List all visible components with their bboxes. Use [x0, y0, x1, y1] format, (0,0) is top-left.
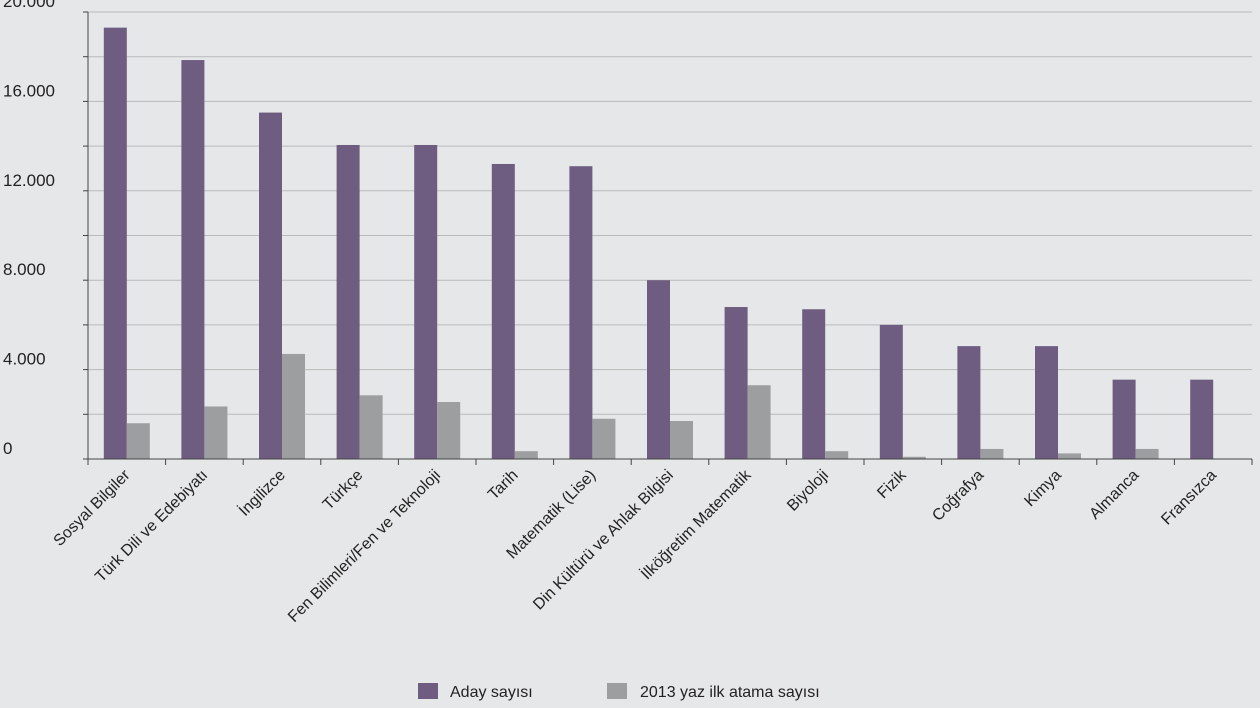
legend: Aday sayısı 2013 yaz ilk atama sayısı	[418, 683, 820, 701]
bar-atama-3	[359, 395, 383, 459]
y-tick-label: 20.000	[3, 0, 55, 11]
bar-atama-0	[126, 423, 150, 459]
bar-atama-10	[902, 456, 926, 459]
y-tick-label: 4.000	[3, 350, 46, 369]
bar-atama-6	[592, 418, 616, 459]
bar-atama-1	[204, 406, 228, 459]
bar-aday-9	[802, 309, 826, 459]
bar-atama-8	[747, 385, 771, 459]
bar-atama-5	[514, 451, 538, 459]
bar-aday-0	[103, 27, 127, 460]
bar-aday-11	[957, 346, 981, 459]
x-tick-label: Tarih	[485, 467, 522, 504]
y-tick-label: 16.000	[3, 81, 55, 100]
x-tick-label: Türkçe	[320, 467, 367, 514]
bar-aday-10	[879, 324, 903, 459]
x-tick-label: İngilizce	[235, 465, 289, 519]
bar-atama-13	[1135, 448, 1159, 459]
bar-aday-2	[259, 112, 282, 459]
x-tick-label: Kimya	[1021, 467, 1065, 511]
bar-aday-14	[1190, 379, 1214, 459]
bar-aday-12	[1035, 346, 1058, 459]
bar-aday-13	[1112, 379, 1136, 459]
bar-aday-4	[414, 144, 438, 460]
legend-label-atama: 2013 yaz ilk atama sayısı	[640, 684, 820, 701]
legend-swatch-atama	[607, 683, 627, 699]
bar-atama-12	[1058, 453, 1081, 459]
bar-atama-11	[980, 448, 1004, 459]
bar-aday-5	[491, 163, 515, 460]
x-tick-label: Sosyal Bilgiler	[51, 466, 135, 550]
y-tick-label: 12.000	[3, 171, 55, 190]
x-tick-label: Din Kültürü ve Ahlak Bilgisi	[530, 467, 677, 614]
bar-aday-7	[647, 280, 670, 459]
bar-atama-4	[437, 402, 461, 459]
x-tick-label: Fransızca	[1158, 467, 1220, 529]
x-tick-label: Biyoloji	[784, 467, 832, 515]
bar-atama-9	[825, 451, 849, 459]
bars	[103, 27, 1214, 460]
legend-label-aday: Aday sayısı	[450, 684, 533, 701]
y-tick-label: 0	[3, 439, 12, 458]
x-tick-label: Coğrafya	[929, 467, 987, 525]
y-tick-label: 8.000	[3, 260, 46, 279]
bar-aday-8	[724, 307, 748, 459]
x-tick-label: Fen Bilimleri/Fen ve Teknoloji	[285, 467, 444, 626]
legend-swatch-aday	[418, 683, 438, 699]
x-tick-label: Fizik	[874, 466, 910, 502]
bar-atama-2	[282, 353, 305, 459]
bar-atama-7	[670, 421, 693, 459]
bar-aday-6	[569, 166, 593, 459]
x-tick-label: Almanca	[1086, 467, 1142, 523]
bar-aday-3	[336, 144, 360, 460]
bar-aday-1	[181, 60, 205, 460]
